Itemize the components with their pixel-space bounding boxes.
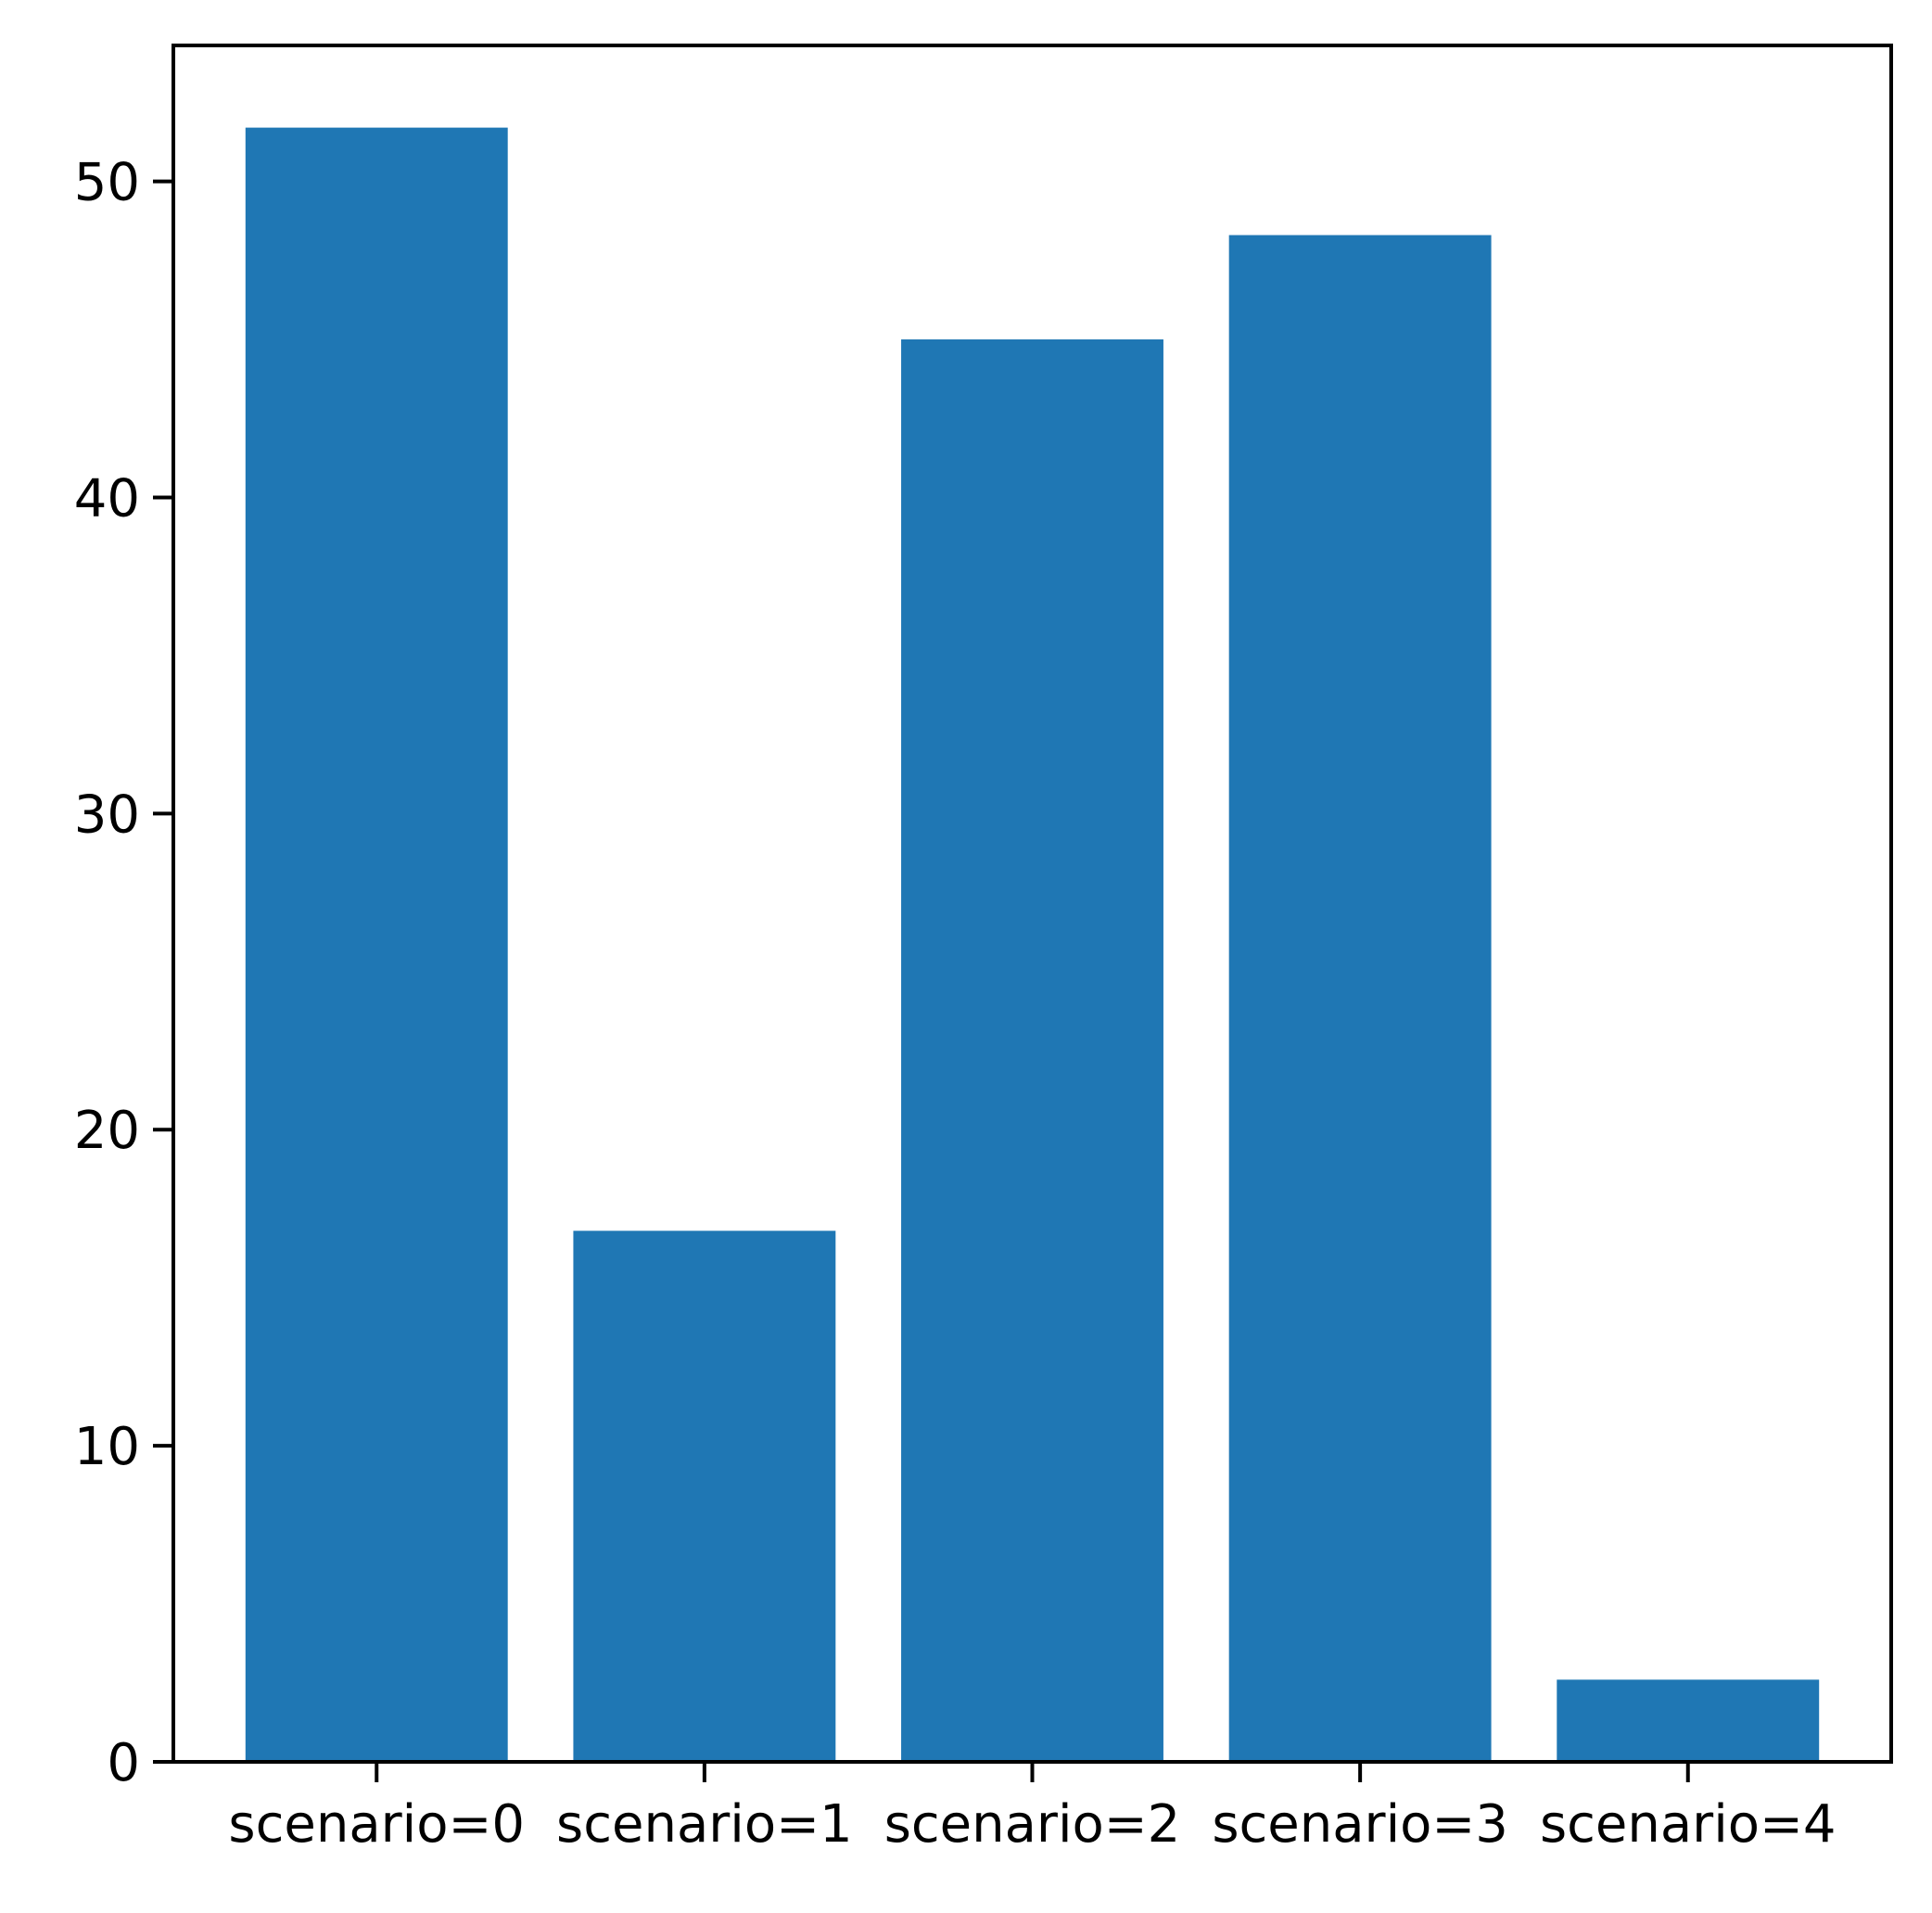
plot-frame: [172, 44, 1893, 1764]
y-axis: 0 10 20 30 40 50: [74, 153, 173, 1793]
x-tick-label-2: scenario=2: [884, 1794, 1181, 1855]
x-tick-label-0: scenario=0: [228, 1794, 525, 1855]
bar-0: [245, 127, 508, 1762]
bar-4: [1557, 1679, 1820, 1762]
x-tick-label-3: scenario=3: [1212, 1794, 1508, 1855]
bars-layer: [245, 127, 1820, 1762]
y-tick-label-4: 40: [74, 468, 140, 529]
x-tick-label-1: scenario=1: [556, 1794, 853, 1855]
y-tick-label-2: 20: [74, 1101, 140, 1161]
bar-3: [1228, 235, 1492, 1762]
y-tick-label-0: 0: [107, 1733, 140, 1793]
y-tick-label-5: 50: [74, 153, 140, 213]
x-tick-label-4: scenario=4: [1540, 1794, 1837, 1855]
x-axis: scenario=0 scenario=1 scenario=2 scenario=3…: [228, 1762, 1837, 1855]
y-tick-label-1: 10: [74, 1417, 140, 1477]
bar-1: [573, 1231, 836, 1762]
bar-2: [901, 339, 1163, 1762]
y-tick-label-3: 30: [74, 784, 140, 845]
